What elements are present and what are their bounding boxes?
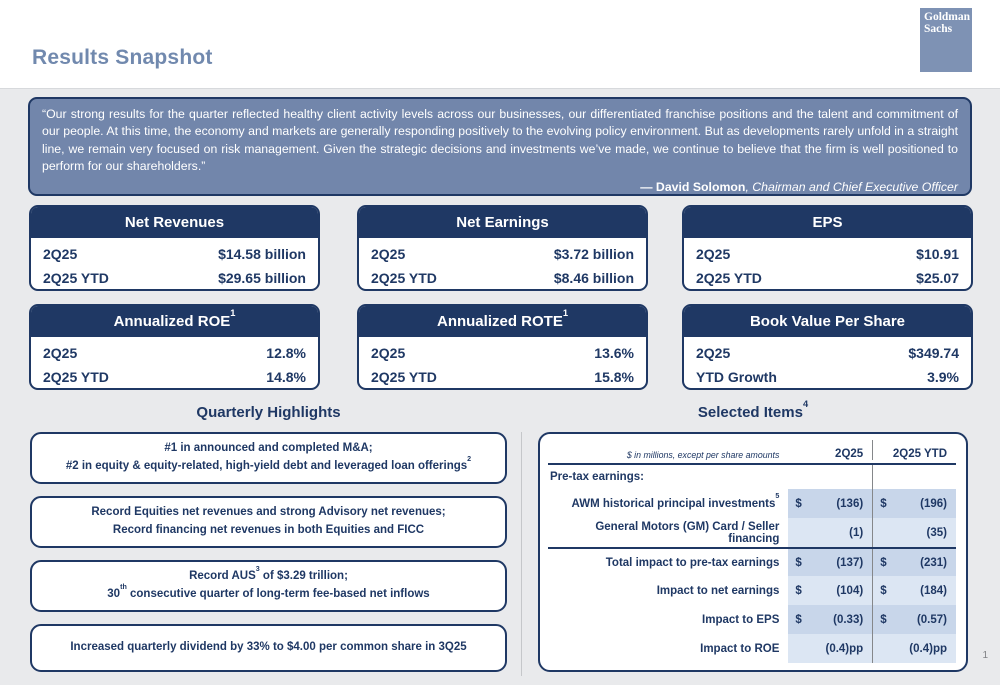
ceo-quote-box: “Our strong results for the quarter refl… xyxy=(28,97,972,196)
highlight-record-aus: Record AUS3 of $3.29 trillion; 30th cons… xyxy=(30,560,507,612)
highlight-record-revenues: Record Equities net revenues and strong … xyxy=(30,496,507,548)
table-row-total-pretax: Total impact to pre-tax earnings $ (137) … xyxy=(548,547,956,576)
card-book-value-title: Book Value Per Share xyxy=(684,306,971,337)
column-header-2q25-ytd: 2Q25 YTD xyxy=(872,440,956,460)
card-annualized-rote-title: Annualized ROTE1 xyxy=(359,306,646,337)
metric-row: YTD Growth 3.9% xyxy=(696,369,959,385)
logo-line2: Sachs xyxy=(924,23,953,36)
ceo-quote-text: “Our strong results for the quarter refl… xyxy=(42,107,958,174)
metric-row: 2Q25 YTD 14.8% xyxy=(43,369,306,385)
header-band xyxy=(0,0,1000,89)
table-section-row: Pre-tax earnings: xyxy=(548,465,956,489)
card-annualized-roe-title: Annualized ROE1 xyxy=(31,306,318,337)
selected-items-table: $ in millions, except per share amounts … xyxy=(538,432,968,672)
table-row-awm: AWM historical principal investments5 $(… xyxy=(548,489,956,518)
table-row-eps-impact: Impact to EPS $ (0.33) $ (0.57) xyxy=(548,605,956,634)
metric-row: 2Q25 13.6% xyxy=(371,345,634,361)
card-eps: EPS 2Q25 $10.91 2Q25 YTD $25.07 xyxy=(682,205,973,291)
goldman-sachs-logo: Goldman Sachs xyxy=(920,8,972,72)
pretax-earnings-label: Pre-tax earnings: xyxy=(550,471,644,483)
ceo-quote-attribution: — David Solomon, Chairman and Chief Exec… xyxy=(42,179,958,196)
selected-items-heading: Selected Items4 xyxy=(697,398,809,421)
card-net-earnings-title: Net Earnings xyxy=(359,207,646,238)
attribution-role: , Chairman and Chief Executive Officer xyxy=(745,179,958,194)
column-header-2q25: 2Q25 xyxy=(835,448,864,460)
logo-line1: Goldman xyxy=(924,11,971,23)
table-row-roe-impact: Impact to ROE (0.4)pp (0.4)pp xyxy=(548,634,956,663)
highlight-dividend-increase: Increased quarterly dividend by 33% to $… xyxy=(30,624,507,672)
card-book-value-per-share: Book Value Per Share 2Q25 $349.74 YTD Gro… xyxy=(682,304,973,390)
card-net-earnings: Net Earnings 2Q25 $3.72 billion 2Q25 YTD $… xyxy=(357,205,648,291)
page-title: Results Snapshot xyxy=(32,46,213,69)
metric-row: 2Q25 YTD $25.07 xyxy=(696,270,959,286)
quarterly-highlights-heading: Quarterly Highlights xyxy=(196,404,341,421)
quarterly-highlights-list: #1 in announced and completed M&A; #2 in… xyxy=(30,432,507,672)
metric-row: 2Q25 $349.74 xyxy=(696,345,959,361)
attribution-name: — David Solomon xyxy=(640,179,746,194)
metric-row: 2Q25 YTD 15.8% xyxy=(371,369,634,385)
card-eps-title: EPS xyxy=(684,207,971,238)
highlight-ma-rankings: #1 in announced and completed M&A; #2 in… xyxy=(30,432,507,484)
table-row-gm-card: General Motors (GM) Card / Seller financ… xyxy=(548,518,956,547)
card-annualized-rote: Annualized ROTE1 2Q25 13.6% 2Q25 YTD 15.8% xyxy=(357,304,648,390)
metric-row: 2Q25 YTD $29.65 billion xyxy=(43,270,306,286)
table-header-row: $ in millions, except per share amounts … xyxy=(548,440,956,465)
table-row-net-earnings: Impact to net earnings $ (104) $ (184) xyxy=(548,576,956,605)
metric-row: 2Q25 $14.58 billion xyxy=(43,246,306,262)
page-number: 1 xyxy=(982,650,988,661)
metric-row: 2Q25 YTD $8.46 billion xyxy=(371,270,634,286)
metric-row: 2Q25 $3.72 billion xyxy=(371,246,634,262)
column-divider xyxy=(521,432,522,676)
card-annualized-roe: Annualized ROE1 2Q25 12.8% 2Q25 YTD 14.8% xyxy=(29,304,320,390)
table-units-note: $ in millions, except per share amounts xyxy=(626,450,780,460)
metric-row: 2Q25 12.8% xyxy=(43,345,306,361)
metric-row: 2Q25 $10.91 xyxy=(696,246,959,262)
card-net-revenues: Net Revenues 2Q25 $14.58 billion 2Q25 YTD… xyxy=(29,205,320,291)
card-net-revenues-title: Net Revenues xyxy=(31,207,318,238)
